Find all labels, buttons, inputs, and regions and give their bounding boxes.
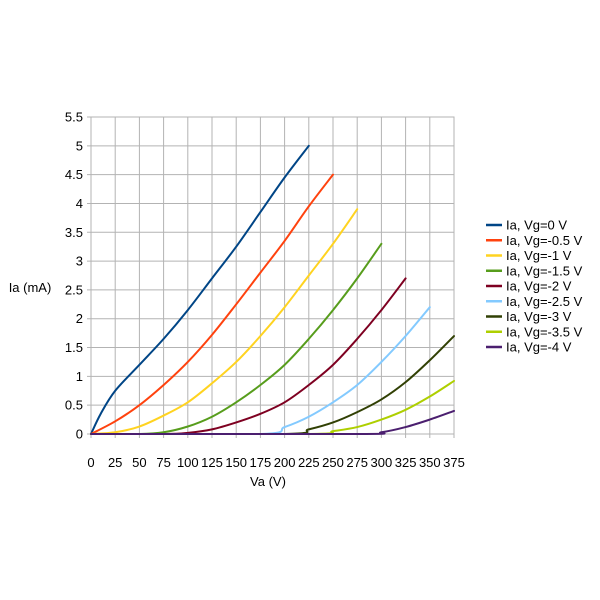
y-tick-label: 2	[76, 311, 83, 326]
legend-label: Ia, Vg=-2 V	[506, 279, 572, 294]
x-tick-label: 175	[250, 455, 272, 470]
x-tick-label: 375	[443, 455, 465, 470]
series-line	[90, 144, 310, 435]
y-tick-label: 5.5	[65, 110, 83, 125]
plot-area	[90, 116, 455, 435]
y-tick-label: 3.5	[65, 225, 83, 240]
x-tick-label: 125	[201, 455, 223, 470]
x-tick-label: 275	[346, 455, 368, 470]
x-tick-label: 0	[87, 455, 94, 470]
y-tick-label: 4.5	[65, 167, 83, 182]
x-tick-label: 75	[156, 455, 170, 470]
legend-label: Ia, Vg=-4 V	[506, 340, 572, 355]
y-tick-label: 0.5	[65, 398, 83, 413]
y-axis-title: Ia (mA)	[9, 280, 52, 295]
legend-label: Ia, Vg=-0.5 V	[506, 233, 583, 248]
x-tick-label: 150	[225, 455, 247, 470]
x-axis-ticks: 0 25 50 75 100 125 150 175 200 225 250 275 300 325 350…	[87, 455, 464, 470]
x-tick-label: 225	[298, 455, 320, 470]
x-tick-label: 100	[177, 455, 199, 470]
series-line	[90, 173, 334, 435]
x-tick-label: 200	[274, 455, 296, 470]
y-tick-label: 3	[76, 254, 83, 269]
y-tick-label: 5	[76, 138, 83, 153]
legend-label: Ia, Vg=-2.5 V	[506, 294, 583, 309]
y-tick-label: 2.5	[65, 282, 83, 297]
x-tick-label: 325	[395, 455, 417, 470]
legend-label: Ia, Vg=-1 V	[506, 248, 572, 263]
y-axis-ticks: 0 0.5 1 1.5 2 2.5 3 3.5 4 4.5 5 5.5	[65, 110, 83, 442]
legend-label: Ia, Vg=-1.5 V	[506, 263, 583, 278]
y-tick-label: 4	[76, 196, 83, 211]
series-group	[90, 144, 455, 436]
y-tick-label: 1	[76, 369, 83, 384]
x-tick-label: 300	[371, 455, 393, 470]
x-tick-label: 250	[322, 455, 344, 470]
legend-label: Ia, Vg=-3.5 V	[506, 324, 583, 339]
legend-label: Ia, Vg=0 V	[506, 218, 567, 233]
series-line	[90, 242, 383, 435]
x-axis-title: Va (V)	[250, 474, 286, 489]
series-line	[90, 208, 359, 435]
series-line	[90, 409, 455, 436]
y-tick-label: 1.5	[65, 340, 83, 355]
legend: Ia, Vg=0 VIa, Vg=-0.5 VIa, Vg=-1 VIa, Vg…	[486, 218, 583, 355]
x-tick-label: 50	[132, 455, 146, 470]
y-tick-label: 0	[76, 427, 83, 442]
legend-label: Ia, Vg=-3 V	[506, 309, 572, 324]
x-tick-label: 25	[108, 455, 122, 470]
x-tick-label: 350	[419, 455, 441, 470]
